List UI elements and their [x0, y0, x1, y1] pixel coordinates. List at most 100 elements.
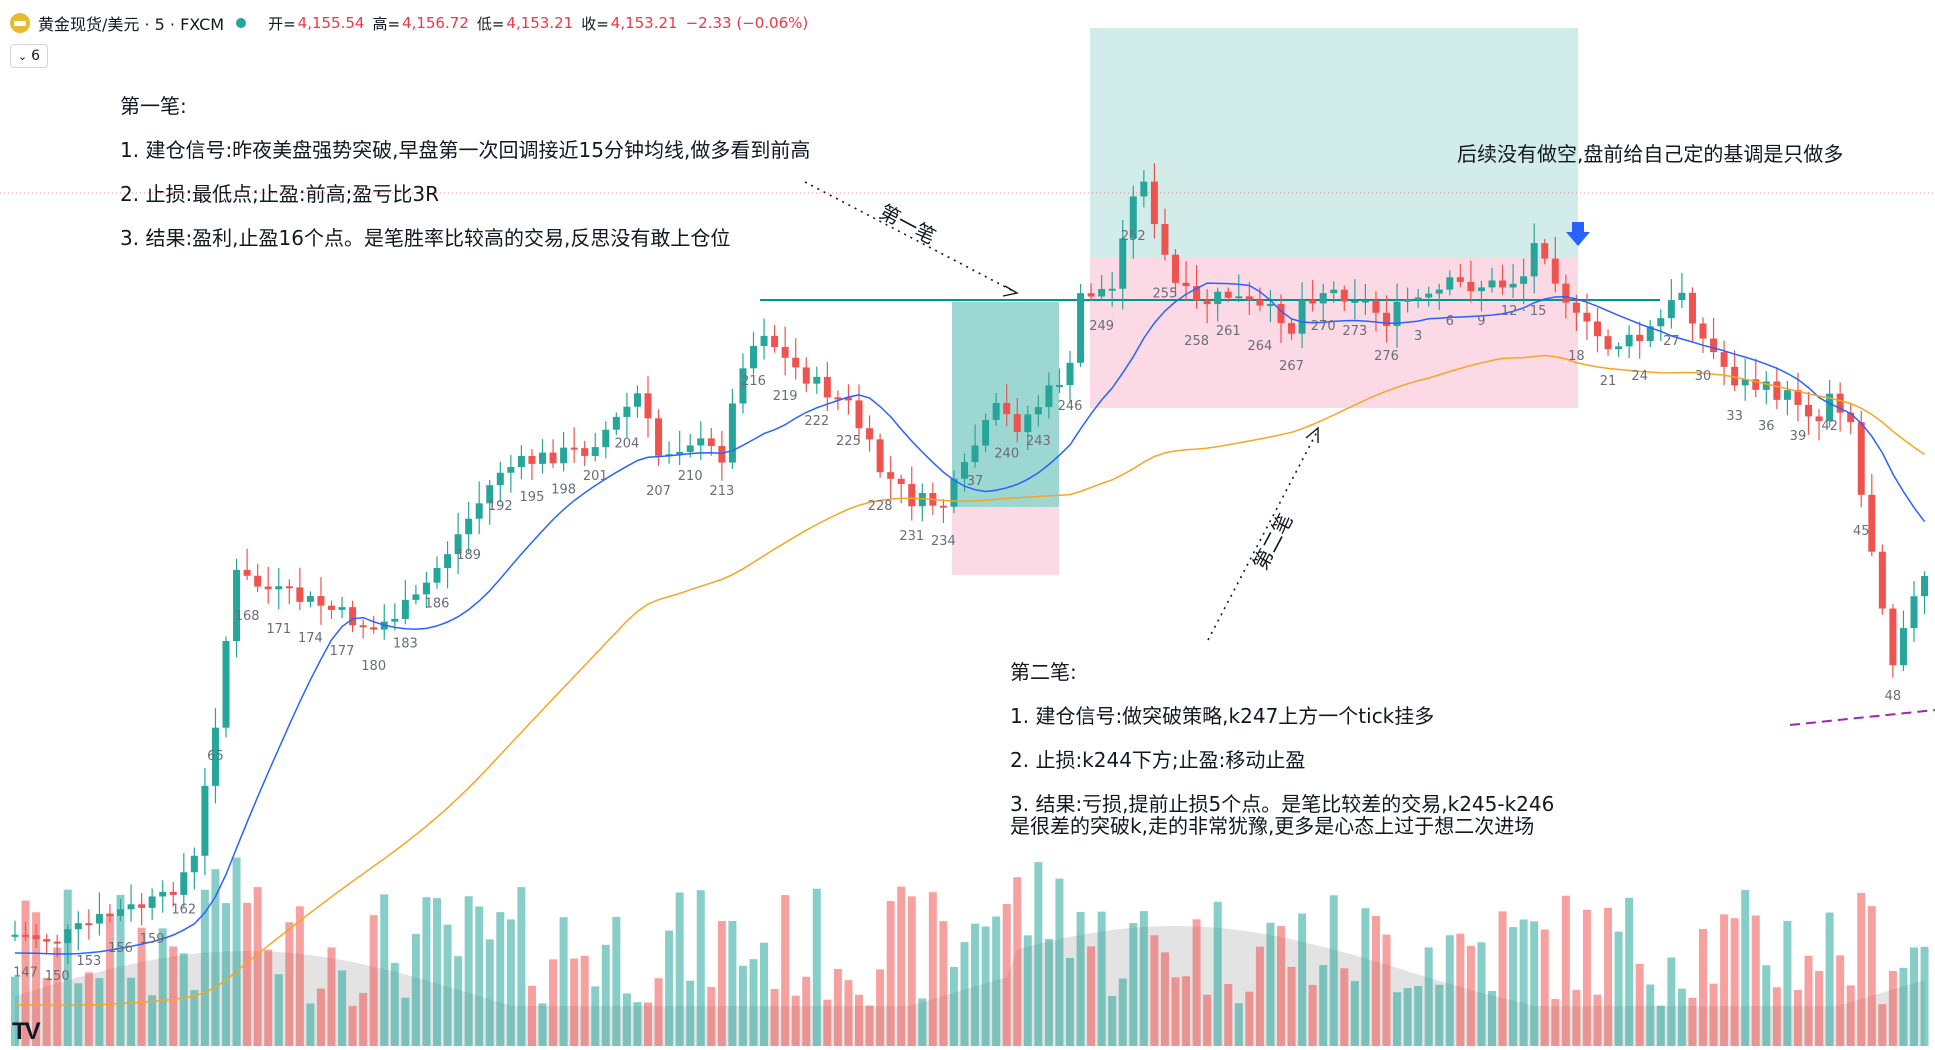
volume-bar — [1055, 878, 1064, 1046]
candle-body — [391, 618, 399, 622]
candle-body — [1383, 312, 1390, 327]
trade2-profit-zone — [1090, 28, 1578, 258]
indicators-toggle-button[interactable]: ⌄ 6 — [10, 44, 48, 68]
volume-bar — [348, 1005, 357, 1046]
volume-bar — [928, 892, 937, 1046]
open-label: 开= — [268, 14, 296, 33]
volume-bar — [1203, 994, 1212, 1046]
volume-bar — [696, 890, 705, 1046]
volume-bar — [939, 921, 948, 1046]
volume-bar — [1076, 911, 1085, 1046]
note1-title: 第一笔: — [120, 94, 187, 118]
candle-body — [1752, 379, 1760, 390]
candle-body — [739, 368, 747, 404]
candle-body — [1108, 288, 1116, 291]
candle-body — [1309, 300, 1317, 304]
candle-body — [707, 438, 715, 446]
bar-label: 198 — [551, 482, 576, 497]
symbol-title[interactable]: 黄金现货/美元 · 5 · FXCM — [38, 15, 225, 34]
volume-bar — [306, 1003, 315, 1046]
bar-label: 222 — [804, 414, 829, 429]
bar-label: 18 — [1568, 349, 1585, 364]
candle-body — [1087, 293, 1095, 297]
candle-body — [1868, 494, 1876, 552]
candle-body — [138, 904, 146, 908]
volume-bar — [907, 896, 916, 1046]
candle-body — [549, 452, 557, 464]
candle-body — [697, 438, 705, 446]
volume-bar — [1730, 918, 1739, 1046]
bar-label: 37 — [967, 474, 984, 489]
volume-bar — [981, 926, 990, 1046]
candle-body — [1298, 300, 1306, 334]
bar-label: 276 — [1374, 349, 1399, 364]
volume-bar — [1287, 966, 1296, 1046]
candle-body — [465, 518, 473, 535]
candle-body — [243, 569, 251, 576]
candle-body — [1604, 336, 1612, 350]
volume-bar — [971, 923, 980, 1046]
volume-bar — [32, 912, 41, 1046]
candle-body — [676, 451, 684, 455]
candle-body — [855, 400, 863, 429]
volume-bar — [1002, 904, 1011, 1046]
volume-bar — [295, 906, 304, 1046]
volume-bar — [1308, 984, 1317, 1046]
volume-bar — [1414, 986, 1423, 1046]
candle-body — [1393, 301, 1401, 327]
candle-body — [908, 484, 916, 507]
volume-bar — [517, 887, 526, 1046]
candle-body — [32, 935, 40, 940]
volume-bar — [316, 988, 325, 1046]
volume-bar — [390, 962, 399, 1046]
volume-bar — [601, 944, 610, 1046]
candle-body — [961, 462, 968, 479]
candle-body — [1826, 393, 1834, 422]
candle-body — [591, 447, 599, 456]
bar-label: 12 · 15 — [1501, 304, 1546, 319]
volume-bar — [1435, 984, 1444, 1046]
volume-bar — [274, 974, 283, 1046]
candle-body — [496, 472, 504, 486]
volume-bar — [496, 912, 505, 1046]
volume-bar — [1087, 946, 1096, 1046]
volume-bar — [665, 930, 674, 1046]
candle-body — [1245, 296, 1253, 301]
candle-body — [1098, 288, 1106, 297]
bar-label: 192 — [488, 499, 513, 514]
bar-label: 201 — [583, 469, 608, 484]
candle-body — [887, 472, 895, 479]
bar-label: 267 — [1279, 359, 1304, 374]
volume-bar — [1350, 980, 1359, 1046]
candle-body — [1425, 293, 1433, 298]
volume-bar — [116, 894, 125, 1046]
candle-body — [1161, 224, 1169, 255]
candle-body — [1340, 289, 1348, 302]
volume-bar — [1561, 895, 1570, 1046]
bar-label: 225 — [836, 434, 861, 449]
candle-body — [1562, 283, 1570, 303]
note1-line3: 3. 结果:盈利,止盈16个点。是笔胜率比较高的交易,反思没有敢上仓位 — [120, 226, 731, 250]
volume-bar — [1277, 926, 1285, 1046]
volume-bar — [264, 949, 273, 1046]
arrow-down-icon — [1566, 222, 1590, 246]
candle-body — [359, 625, 367, 628]
bar-label: 186 — [425, 597, 450, 612]
candle-body — [1572, 302, 1580, 313]
volume-bar — [1751, 915, 1760, 1046]
volume-bar — [549, 959, 558, 1046]
volume-bar — [200, 889, 209, 1046]
volume-bar — [1340, 968, 1349, 1046]
candle-body — [1024, 414, 1032, 433]
candle-body — [1878, 551, 1886, 609]
candle-body — [11, 934, 19, 937]
candle-body — [1034, 407, 1042, 415]
candle-body — [876, 439, 884, 473]
volume-bar — [285, 922, 294, 1046]
candle-body — [1277, 304, 1285, 324]
bar-label: 270 — [1311, 319, 1336, 334]
candle-body — [317, 596, 325, 606]
volume-bar — [1245, 991, 1254, 1046]
